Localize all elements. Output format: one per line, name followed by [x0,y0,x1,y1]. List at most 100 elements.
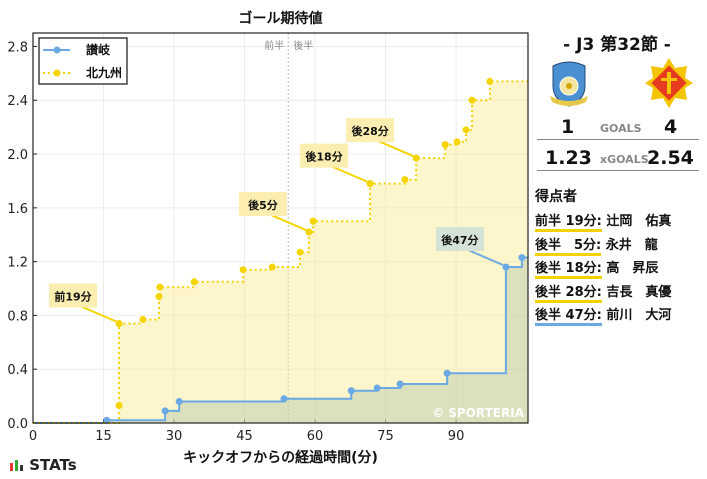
goal-annotation-label: 後28分 [351,124,388,138]
data-point [412,154,420,162]
data-point [468,96,476,104]
data-point [462,126,470,134]
data-point [296,248,304,256]
brand-name: STATs [29,456,77,474]
goal-annotation-pointer [329,164,368,183]
scorer-name: 永井 龍 [601,237,658,253]
chart-title: ゴール期待値 [238,11,323,27]
goals-row: 1 GOALS 4 [537,115,699,140]
y-tick-label: 2.4 [7,94,28,109]
scorer-time: 後半 28分: [535,285,602,303]
goal-annotation-label: 後18分 [305,150,342,164]
y-tick-label: 1.2 [7,256,28,271]
scorer-time: 前半 19分: [535,214,602,232]
data-point [401,176,409,184]
goal-annotation-label: 後5分 [248,198,278,212]
goal-annotation-box [300,143,349,168]
data-point [453,138,461,146]
bar-chart-icon [10,460,23,471]
scorer-item: 前半 19分: 辻岡 佑真 [535,210,671,232]
scorer-item: 後半 18分: 高 昇辰 [535,257,658,279]
data-point [161,407,169,415]
scorer-name: 高 昇辰 [601,261,659,276]
data-point [366,180,374,188]
y-tick-label: 0.4 [7,363,28,378]
data-point [518,254,526,262]
home-xg: 1.23 [545,147,592,169]
data-point [396,380,404,388]
legend-label: 讃岐 [86,42,111,57]
goal-annotation-pointer [78,304,117,323]
home-team-logo [550,61,588,107]
away-team-logo [645,58,693,108]
data-point [486,77,494,85]
data-point [280,395,288,403]
home-goals: 1 [561,116,575,138]
data-point [443,369,451,377]
goal-annotation-pointer [268,213,307,231]
scorer-name: 辻岡 佑真 [601,214,672,229]
xg-label: xGOALS [600,153,649,166]
scorer-name: 前川 大河 [601,308,672,323]
legend-box [38,37,128,85]
x-tick-label: 0 [29,429,37,444]
area-away [33,81,528,424]
data-point [268,263,276,271]
first-half-label: 前半 [264,39,284,52]
stats-logo: STATs [10,456,77,474]
data-point [347,387,355,395]
scorers-title: 得点者 [535,189,577,205]
x-tick-label: 60 [307,429,324,444]
y-tick-label: 2.8 [7,40,28,55]
data-point [373,384,381,392]
legend-marker [53,46,61,54]
goal-annotation-label: 前19分 [54,289,91,303]
away-goals: 4 [664,116,678,138]
legend-marker [53,69,61,77]
scorer-item: 後半 47分: 前川 大河 [535,304,671,326]
goal-annotation-pointer [465,248,504,266]
data-point [155,293,163,301]
second-half-label: 後半 [293,39,313,52]
scorer-item: 後半 5分: 永井 龍 [535,234,658,256]
match-title: - J3 第32節 - [563,35,671,55]
y-tick-label: 0.0 [7,417,28,432]
scorer-time: 後半 47分: [535,308,602,326]
data-point [305,228,313,236]
x-tick-label: 15 [95,429,112,444]
watermark: © SPORTERIA [432,406,525,420]
y-tick-label: 2.0 [7,148,28,163]
data-point [175,397,183,405]
x-tick-label: 90 [448,429,465,444]
data-point [156,283,164,291]
series-line-home [33,256,528,424]
data-point [502,263,510,271]
x-tick-label: 45 [236,429,253,444]
y-tick-label: 1.6 [7,202,28,217]
y-tick-label: 0.8 [7,309,28,324]
x-tick-label: 75 [377,429,394,444]
data-point [239,266,247,274]
data-point [115,402,123,410]
legend-label: 北九州 [86,65,122,80]
x-axis-label: キックオフからの経過時間(分) [183,450,378,466]
goal-annotation-label: 後47分 [441,233,478,247]
goal-annotation-box [435,227,484,251]
data-point [139,315,147,323]
data-point [441,141,449,149]
goals-label: GOALS [600,122,642,135]
plot-frame [32,32,529,424]
data-point [309,217,317,225]
scorer-name: 吉長 真優 [601,284,672,300]
data-point [190,278,198,286]
goal-annotation-box [346,118,395,143]
scorer-time: 後半 18分: [535,261,602,279]
x-tick-label: 30 [166,429,183,444]
scorer-time: 後半 5分: [535,238,602,256]
goal-annotation-box [49,283,98,308]
goal-annotation-pointer [375,139,414,157]
xg-row: 1.23 xGOALS 2.54 [537,146,699,171]
area-home [33,257,528,423]
